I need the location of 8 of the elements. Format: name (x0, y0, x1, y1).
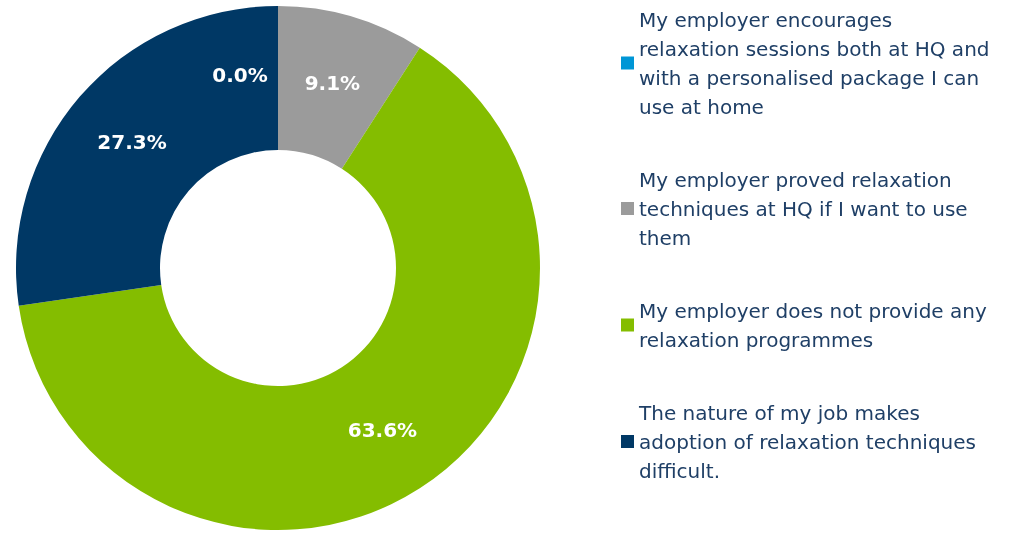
legend-label: My employer does not provide any relaxation programmes (639, 298, 994, 352)
text: 0.0% (212, 63, 268, 87)
data-label: 27.3% (97, 129, 167, 154)
data-label: 63.6% (347, 418, 418, 443)
legend-label: My employer encourages relaxation sessions both at HQ and with a personalised package I can use at home (639, 7, 996, 119)
data-label: 9.1% (304, 70, 361, 95)
legend-label: My employer proved relaxation techniques at HQ if I want to use them (639, 167, 974, 250)
legend-label: The nature of my job makes adoption of relaxation techniques difficult. (638, 400, 983, 483)
